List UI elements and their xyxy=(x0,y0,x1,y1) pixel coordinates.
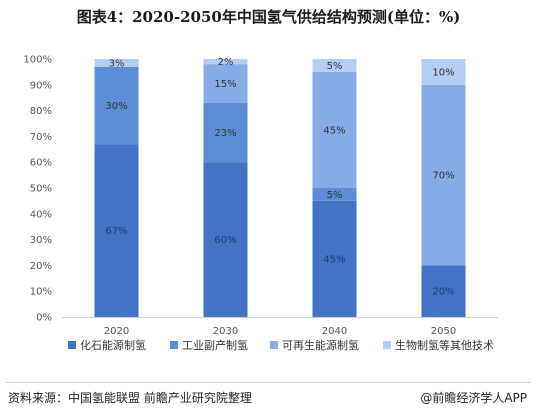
data-label: 45% xyxy=(323,125,345,136)
data-label: 20% xyxy=(432,287,454,298)
data-label: 23% xyxy=(214,128,236,139)
bar-segment xyxy=(421,59,466,85)
data-label: 3% xyxy=(109,58,125,69)
data-label: 45% xyxy=(323,254,345,265)
y-tick-label: 30% xyxy=(30,235,52,246)
legend-label: 工业副产制氢 xyxy=(182,338,248,352)
x-tick-label: 2020 xyxy=(104,326,129,337)
bar-segment xyxy=(312,71,357,188)
y-tick-label: 90% xyxy=(30,80,52,91)
x-tick-label: 2040 xyxy=(322,326,347,337)
source-note: 资料来源：中国氢能联盟 前瞻产业研究院整理 xyxy=(8,391,252,405)
chart-title: 图表4：2020-2050年中国氢气供给结构预测(单位：%) xyxy=(76,8,461,26)
legend-swatch xyxy=(68,341,76,349)
y-tick-label: 100% xyxy=(23,55,52,66)
legend-label: 化石能源制氢 xyxy=(80,338,146,352)
data-label: 60% xyxy=(214,235,236,246)
x-tick-label: 2030 xyxy=(213,326,238,337)
bar-segment xyxy=(203,64,248,103)
data-label: 15% xyxy=(214,79,236,90)
bar-segment xyxy=(421,84,466,266)
bar-segment xyxy=(312,200,357,317)
bar-segment xyxy=(94,59,139,67)
y-tick-label: 80% xyxy=(30,106,52,117)
data-label: 2% xyxy=(218,57,234,68)
bar-segment xyxy=(312,59,357,72)
footer-divider xyxy=(6,382,531,383)
legend-label: 生物制氢等其他技术 xyxy=(395,338,494,352)
bar-segment xyxy=(94,66,139,145)
legend-label: 可再生能源制氢 xyxy=(282,338,359,352)
bar-segment xyxy=(312,188,357,201)
y-tick-label: 0% xyxy=(36,313,52,324)
data-label: 30% xyxy=(105,101,127,112)
data-label: 10% xyxy=(432,67,454,78)
bar-segment xyxy=(203,162,248,317)
y-tick-label: 70% xyxy=(30,132,52,143)
y-tick-label: 50% xyxy=(30,184,52,195)
x-tick-label: 2050 xyxy=(431,326,456,337)
legend: 化石能源制氢 工业副产制氢 可再生能源制氢 生物制氢等其他技术 xyxy=(68,338,494,352)
bar-segment xyxy=(94,144,139,317)
y-tick-label: 10% xyxy=(30,287,52,298)
y-tick-label: 20% xyxy=(30,261,52,272)
y-axis: 0% 10% 20% 30% 40% 50% 60% 70% 80% 90% 100% xyxy=(23,55,52,324)
bars: 67% 30% 3% 60% 23% 15% 2% 45% 5% 45% 5% 20% 70% 10% xyxy=(94,57,466,317)
y-tick-label: 60% xyxy=(30,158,52,169)
x-axis: 2020 2030 2040 2050 xyxy=(62,317,498,337)
bar-segment xyxy=(203,59,248,65)
bar-segment xyxy=(421,265,466,317)
legend-swatch xyxy=(270,341,278,349)
data-label: 5% xyxy=(327,61,343,72)
brand-credit: @前瞻经济学人APP xyxy=(420,391,527,405)
data-label: 70% xyxy=(432,171,454,182)
legend-swatch xyxy=(383,341,391,349)
bar-segment xyxy=(203,102,248,163)
y-tick-label: 40% xyxy=(30,209,52,220)
data-label: 5% xyxy=(327,190,343,201)
legend-swatch xyxy=(170,341,178,349)
data-label: 67% xyxy=(105,226,127,237)
